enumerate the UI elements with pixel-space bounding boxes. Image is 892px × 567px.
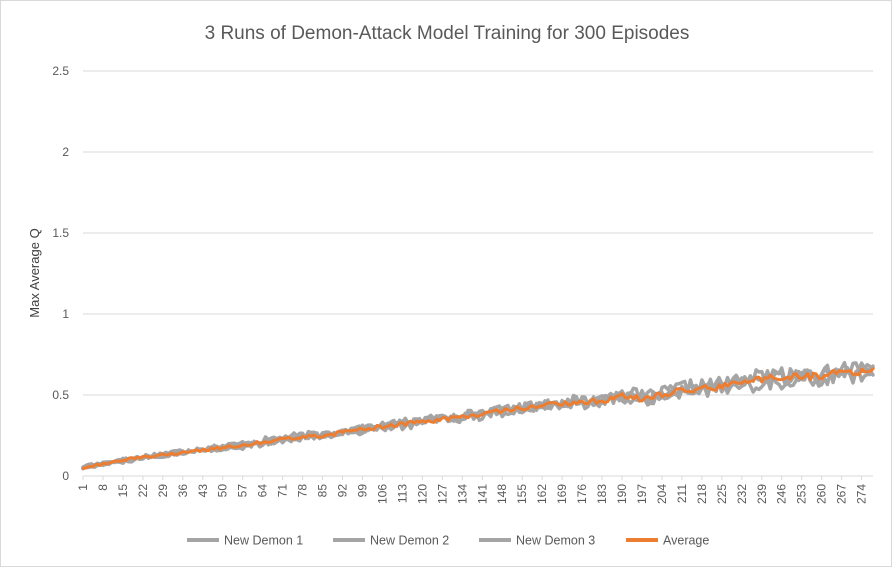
- y-tick-label: 1.5: [52, 226, 69, 240]
- x-tick-label: 225: [715, 484, 729, 504]
- x-tick-label: 141: [475, 484, 489, 504]
- x-tick-label: 22: [136, 484, 150, 498]
- x-tick-label: 253: [795, 484, 809, 504]
- legend-label: New Demon 1: [224, 534, 303, 548]
- legend: New Demon 1 New Demon 2 New Demon 3 Average: [187, 534, 709, 548]
- x-tick-label: 1: [76, 484, 90, 491]
- y-tick-label: 2: [62, 145, 69, 159]
- x-tick-label: 85: [316, 484, 330, 498]
- x-tick-label: 232: [735, 484, 749, 504]
- legend-label: New Demon 3: [516, 534, 595, 548]
- x-tick-label: 57: [236, 484, 250, 498]
- x-tick-label: 99: [355, 484, 369, 498]
- x-tick-label: 29: [156, 484, 170, 498]
- series-line-average: [81, 367, 875, 470]
- x-tick-label: 197: [635, 484, 649, 504]
- legend-label: New Demon 2: [370, 534, 449, 548]
- x-tick-label: 155: [515, 484, 529, 504]
- x-tick-label: 246: [775, 484, 789, 504]
- x-tick-label: 15: [116, 484, 130, 498]
- y-tick-label: 2.5: [52, 64, 69, 78]
- x-tick-label: 260: [815, 484, 829, 504]
- x-tick-label: 176: [575, 484, 589, 504]
- x-tick-label: 120: [415, 484, 429, 504]
- y-tick-label: 0.5: [52, 388, 69, 402]
- x-tick-label: 134: [455, 484, 469, 504]
- x-tick-label: 169: [555, 484, 569, 504]
- x-tick-label: 43: [196, 484, 210, 498]
- x-tick-label: 204: [655, 484, 669, 504]
- series-lines: [81, 360, 875, 471]
- x-tick-label: 190: [615, 484, 629, 504]
- x-tick-label: 211: [675, 484, 689, 503]
- x-tick-label: 36: [176, 484, 190, 498]
- x-tick-label: 8: [96, 484, 110, 491]
- y-axis-ticks: 0 0.5 1 1.5 2 2.5: [52, 64, 69, 483]
- x-tick-label: 78: [296, 484, 310, 498]
- x-tick-label: 218: [695, 484, 709, 504]
- x-tick-label: 267: [835, 484, 849, 504]
- x-tick-label: 127: [435, 484, 449, 504]
- x-tick-label: 183: [595, 484, 609, 504]
- y-tick-label: 0: [62, 469, 69, 483]
- x-tick-label: 162: [535, 484, 549, 504]
- y-tick-label: 1: [62, 307, 69, 321]
- x-tick-label: 50: [216, 484, 230, 498]
- x-tick-label: 106: [375, 484, 389, 504]
- chart-title: 3 Runs of Demon-Attack Model Training fo…: [205, 23, 690, 44]
- x-tick-label: 71: [276, 484, 290, 498]
- x-tick-label: 92: [336, 484, 350, 498]
- x-axis-ticks: 1 8 15 22 29 36 43 50 57 64 71 78 85 92 99 106 113 120 127…: [76, 476, 869, 504]
- x-tick-label: 64: [256, 484, 270, 498]
- x-tick-label: 274: [855, 484, 869, 504]
- x-tick-label: 113: [395, 484, 409, 503]
- y-axis-label: Max Average Q: [27, 228, 42, 317]
- x-tick-label: 239: [755, 484, 769, 504]
- legend-label: Average: [663, 534, 709, 548]
- x-tick-label: 148: [495, 484, 509, 504]
